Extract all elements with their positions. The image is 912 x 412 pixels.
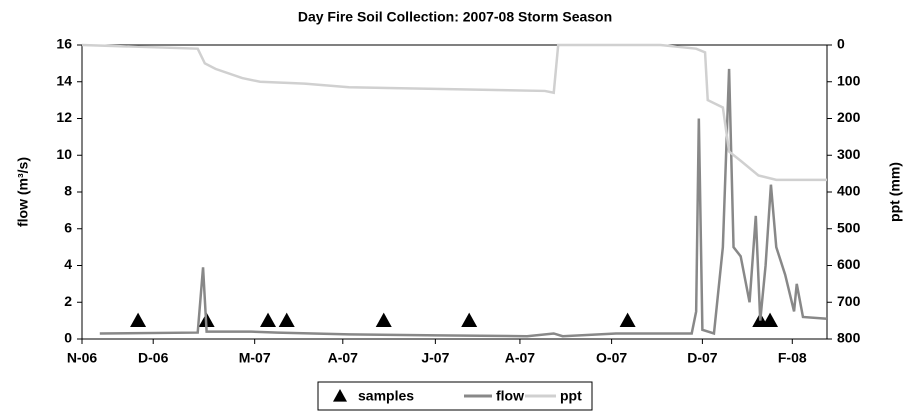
legend-symbol xyxy=(333,389,347,402)
y-tick-label: 10 xyxy=(56,146,72,162)
y-tick-label: 0 xyxy=(64,330,72,346)
sample-marker xyxy=(762,312,779,328)
y-tick-label: 8 xyxy=(64,183,72,199)
y2-axis-label: ppt (mm) xyxy=(887,162,903,222)
x-tick-label: O-07 xyxy=(596,350,627,366)
y-tick-label: 12 xyxy=(56,109,72,125)
x-tick-label: A-07 xyxy=(328,350,359,366)
x-tick-label: A-07 xyxy=(505,350,536,366)
sample-marker xyxy=(278,312,295,328)
sample-marker xyxy=(375,312,392,328)
legend-label: samples xyxy=(358,388,414,404)
sample-marker xyxy=(461,312,478,328)
x-tick-label: D-07 xyxy=(687,350,718,366)
y-tick-label: 16 xyxy=(56,36,72,52)
legend-label: flow xyxy=(496,388,524,404)
x-tick-label: F-08 xyxy=(778,350,807,366)
chart-title: Day Fire Soil Collection: 2007-08 Storm … xyxy=(298,9,612,25)
x-tick-label: D-06 xyxy=(138,350,169,366)
x-tick-label: N-06 xyxy=(67,350,98,366)
flow-line xyxy=(99,68,828,338)
y2-tick-label: 200 xyxy=(837,109,861,125)
ppt-line xyxy=(81,43,827,182)
legend-label: ppt xyxy=(560,388,582,404)
sample-marker xyxy=(130,312,147,328)
y-tick-label: 6 xyxy=(64,219,72,235)
y2-tick-label: 100 xyxy=(837,72,861,88)
sample-marker xyxy=(619,312,636,328)
y2-tick-label: 400 xyxy=(837,183,861,199)
y-tick-label: 14 xyxy=(56,72,72,88)
y2-tick-label: 500 xyxy=(837,219,861,235)
y-tick-label: 2 xyxy=(64,293,72,309)
x-tick-label: M-07 xyxy=(239,350,271,366)
y2-tick-label: 800 xyxy=(837,330,861,346)
y-tick-label: 4 xyxy=(64,256,72,272)
sample-marker xyxy=(260,312,277,328)
x-tick-label: J-07 xyxy=(421,350,449,366)
y-axis-label: flow (m³/s) xyxy=(15,157,31,227)
y2-tick-label: 0 xyxy=(837,36,845,52)
y2-tick-label: 300 xyxy=(837,146,861,162)
y2-tick-label: 700 xyxy=(837,293,861,309)
y2-tick-label: 600 xyxy=(837,256,861,272)
